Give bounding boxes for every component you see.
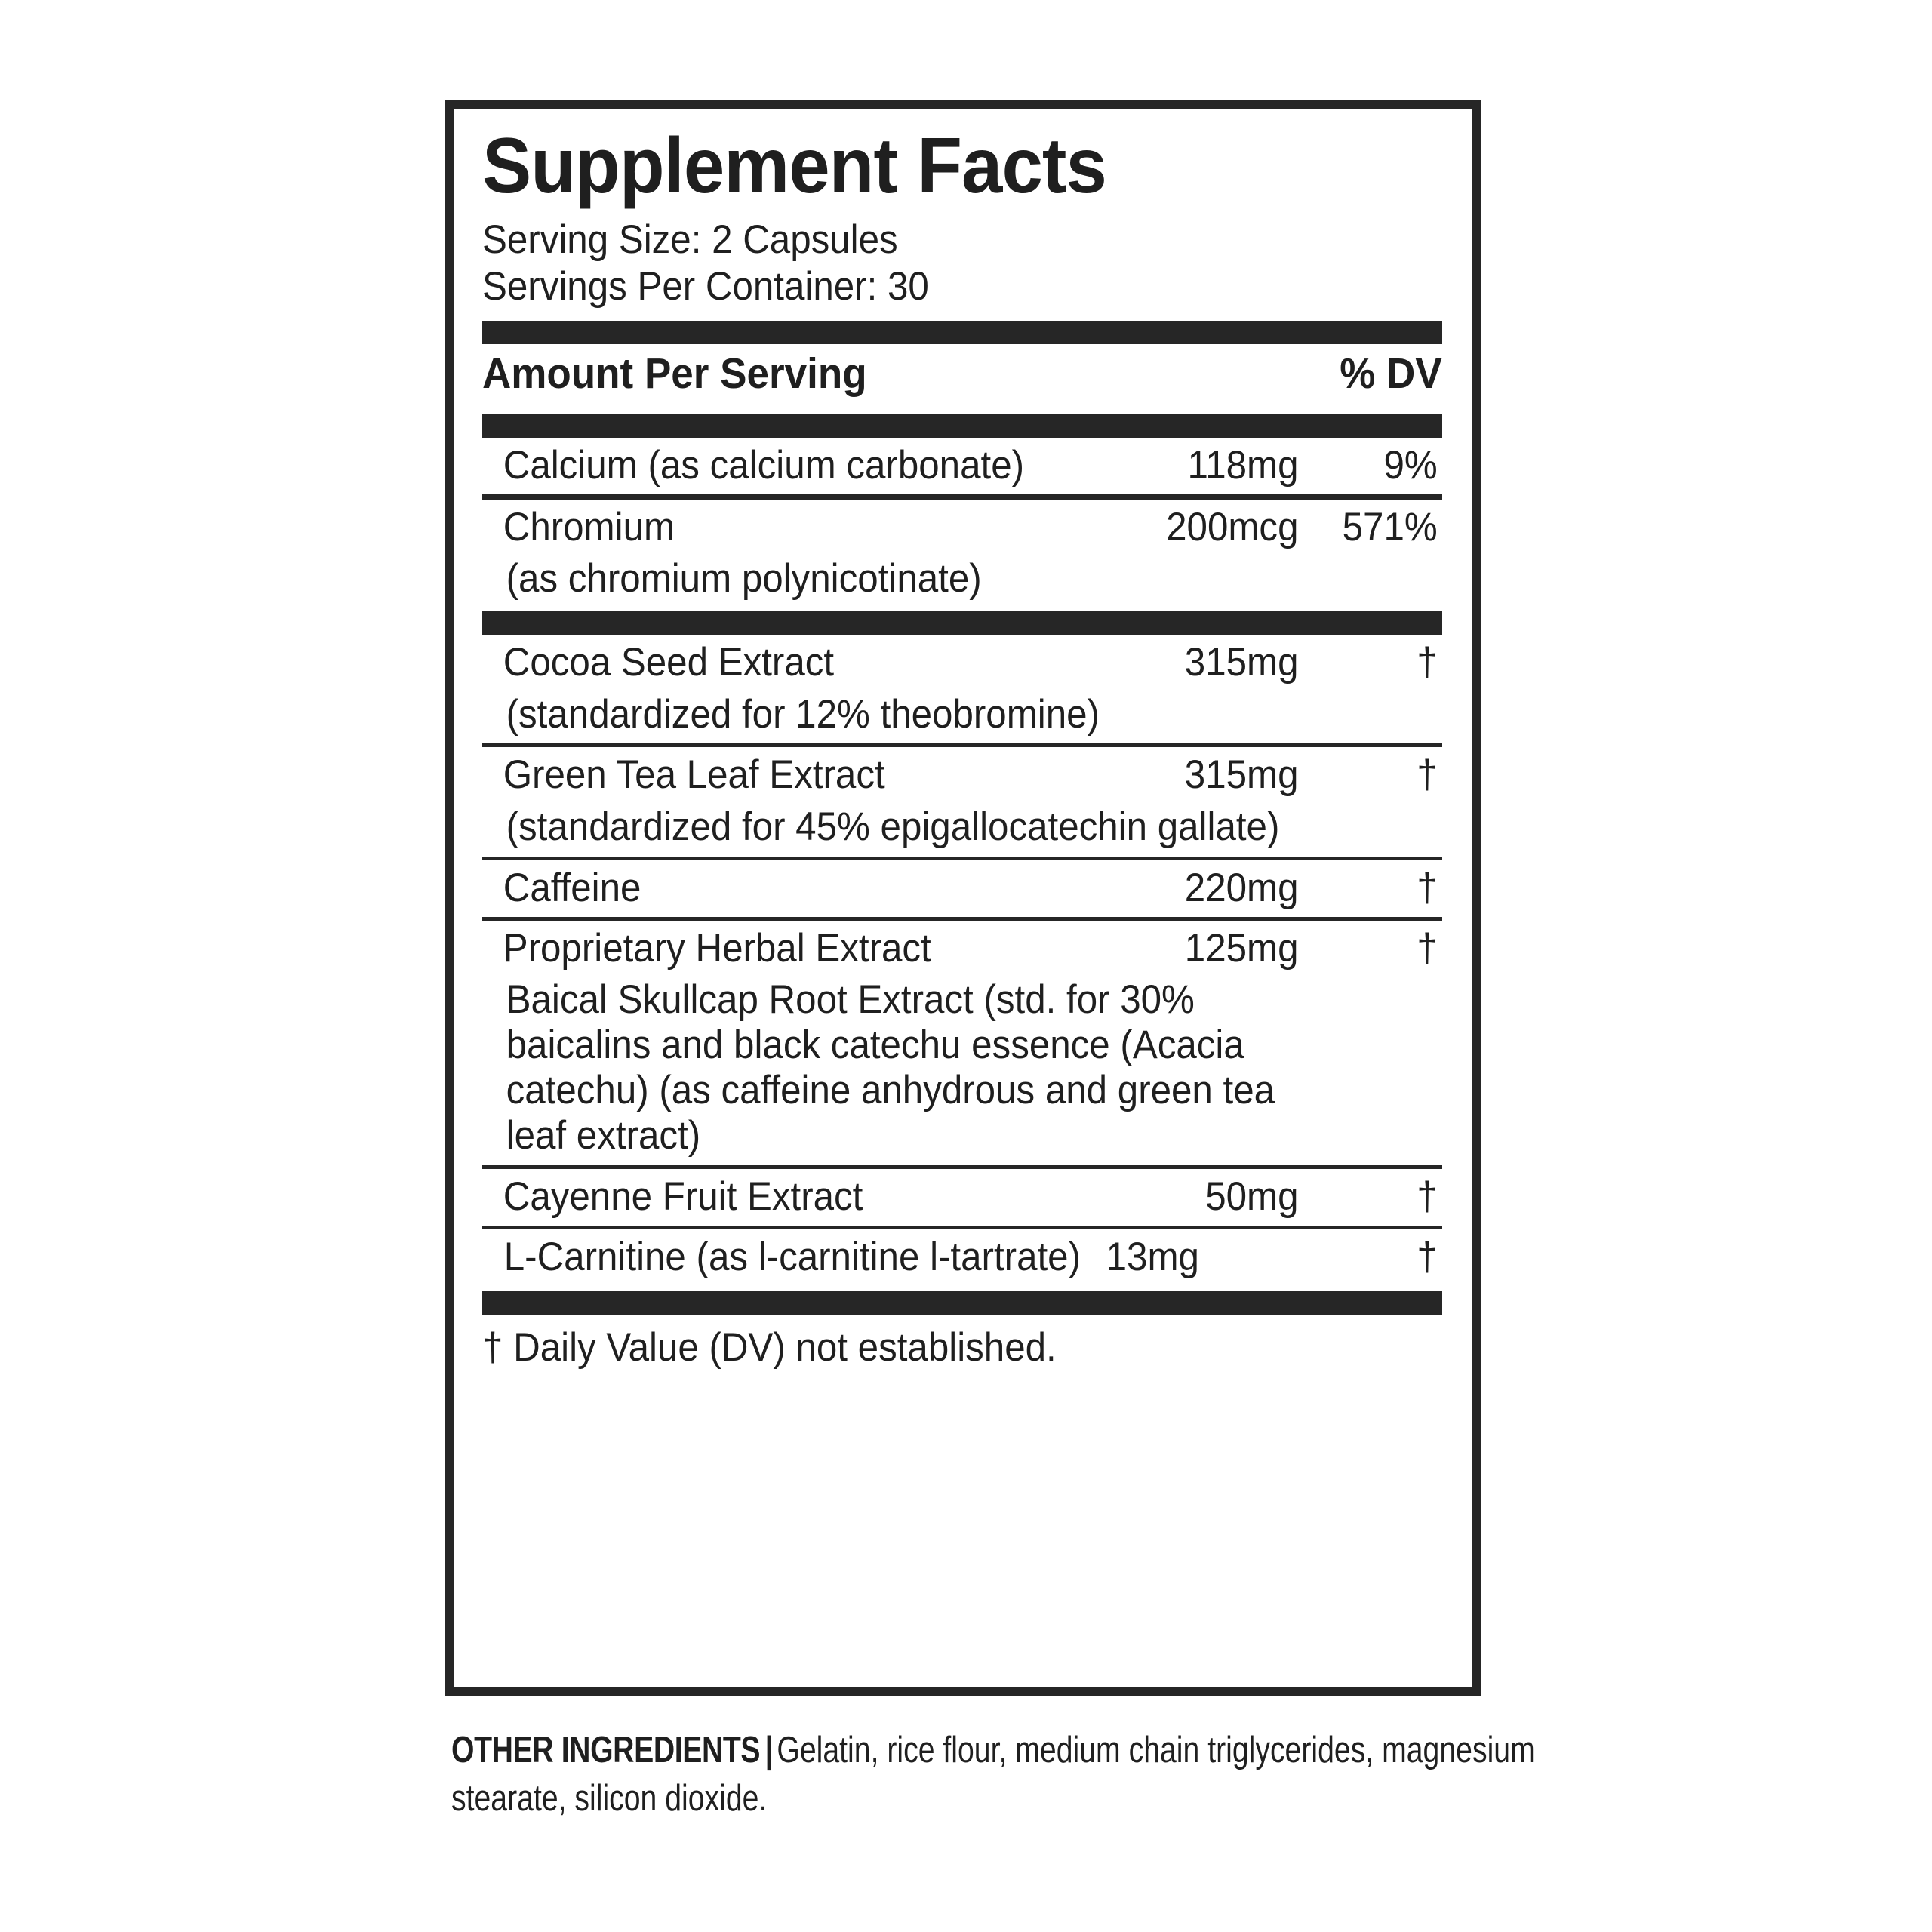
table-row: L-Carnitine (as l-carnitine l-tartrate) … xyxy=(482,1229,1442,1286)
nutrient-name: Cocoa Seed Extract xyxy=(503,640,835,685)
nutrient-amount: 220mg xyxy=(1184,865,1299,910)
page-title: Supplement Facts xyxy=(482,122,1107,210)
nutrient-name: L-Carnitine (as l-carnitine l-tartrate) xyxy=(503,1235,1081,1280)
other-ingredients-heading: OTHER INGREDIENTS xyxy=(451,1730,761,1770)
other-ingredients-text: Gelatin, rice flour, medium chain trigly… xyxy=(451,1730,1535,1819)
divider-row xyxy=(482,743,1442,748)
table-row: Caffeine 220mg † xyxy=(482,860,1442,917)
table-row: Proprietary Herbal Extract 125mg † xyxy=(482,921,1442,977)
daily-value-footnote: † Daily Value (DV) not established. xyxy=(482,1324,1057,1370)
nutrient-name: Calcium (as calcium carbonate) xyxy=(503,442,1025,488)
nutrient-dv: 9% xyxy=(1383,442,1438,488)
nutrient-amount: 50mg xyxy=(1205,1174,1299,1219)
nutrient-standardization-note: (standardized for 45% epigallocatechin g… xyxy=(506,804,1280,849)
nutrient-name: Proprietary Herbal Extract xyxy=(503,926,931,971)
divider-row xyxy=(482,856,1442,860)
proprietary-blend-line: leaf extract) xyxy=(506,1113,701,1158)
other-ingredients-block: OTHER INGREDIENTS |Gelatin, rice flour, m… xyxy=(451,1727,1583,1823)
nutrient-amount: 125mg xyxy=(1184,926,1299,971)
divider-row xyxy=(482,1164,1442,1169)
proprietary-blend-line: catechu) (as caffeine anhydrous and gree… xyxy=(506,1068,1275,1113)
proprietary-blend-detail: Baical Skullcap Root Extract (std. for 3… xyxy=(482,977,1375,1165)
nutrient-name: Chromium xyxy=(503,505,675,550)
nutrient-amount: 200mcg xyxy=(1166,505,1299,550)
nutrient-amount: 118mg xyxy=(1187,442,1299,488)
table-column-headers: Amount Per Serving % DV xyxy=(482,344,1442,407)
nutrient-name: Caffeine xyxy=(503,865,641,910)
divider-thick-blend xyxy=(482,611,1442,635)
nutrient-dv: † xyxy=(1417,926,1438,971)
nutrient-amount: 13mg xyxy=(1106,1235,1199,1280)
table-row: Cayenne Fruit Extract 50mg † xyxy=(482,1169,1442,1226)
divider-thick-header xyxy=(482,414,1442,438)
divider-row xyxy=(482,1226,1442,1230)
supplement-facts-panel: Supplement Facts Serving Size: 2 Capsule… xyxy=(445,100,1481,1696)
nutrient-dv: † xyxy=(1417,1174,1438,1219)
nutrient-dv: † xyxy=(1417,752,1438,798)
nutrient-name: Green Tea Leaf Extract xyxy=(503,752,885,798)
amount-per-serving-header: Amount Per Serving xyxy=(482,349,867,398)
divider-thick-bottom xyxy=(482,1291,1442,1315)
divider-row xyxy=(482,917,1442,921)
percent-dv-header: % DV xyxy=(1340,349,1442,398)
table-row: Calcium (as calcium carbonate) 118mg 9% xyxy=(482,438,1442,494)
servings-per-container-text: Servings Per Container: 30 xyxy=(482,264,929,309)
nutrient-amount: 315mg xyxy=(1184,640,1299,685)
nutrient-dv: † xyxy=(1417,1235,1438,1280)
nutrient-source-note: (as chromium polynicotinate) xyxy=(506,556,982,601)
divider-thick-top xyxy=(482,320,1442,344)
nutrient-dv: 571% xyxy=(1342,505,1438,550)
table-row: Chromium 200mcg 571% xyxy=(482,500,1442,556)
serving-size-text: Serving Size: 2 Capsules xyxy=(482,217,898,262)
table-row: Cocoa Seed Extract 315mg † xyxy=(482,635,1442,691)
nutrient-name: Cayenne Fruit Extract xyxy=(503,1174,863,1219)
proprietary-blend-line: Baical Skullcap Root Extract (std. for 3… xyxy=(506,977,1195,1023)
nutrient-standardization-note: (standardized for 12% theobromine) xyxy=(506,691,1100,737)
nutrient-amount: 315mg xyxy=(1184,752,1299,798)
proprietary-blend-line: baicalins and black catechu essence (Aca… xyxy=(506,1023,1244,1068)
nutrient-dv: † xyxy=(1417,640,1438,685)
divider-row xyxy=(482,494,1442,500)
nutrient-dv: † xyxy=(1417,865,1438,910)
table-row: Green Tea Leaf Extract 315mg † xyxy=(482,747,1442,804)
other-ingredients-separator: | xyxy=(764,1730,774,1770)
